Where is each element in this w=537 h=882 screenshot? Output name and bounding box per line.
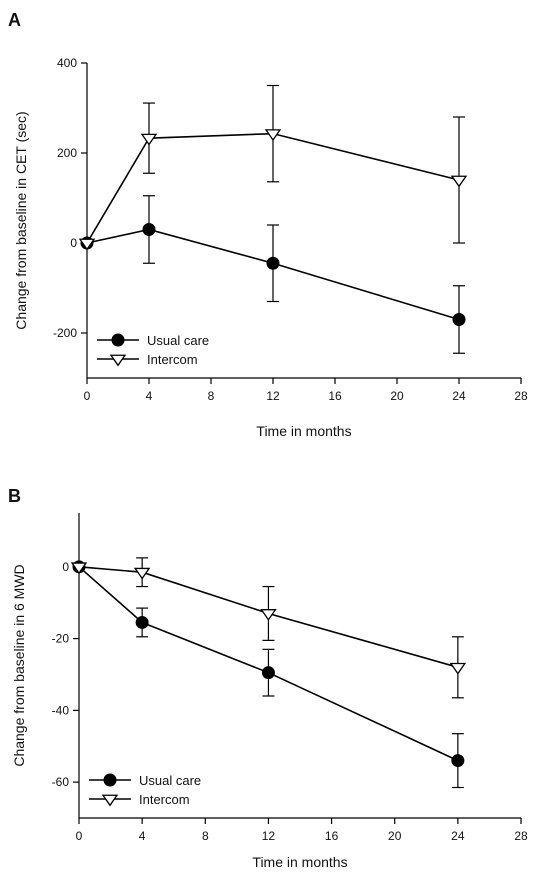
panel-b-usual-care-point bbox=[135, 615, 149, 629]
panel-a-usual-care-line bbox=[86, 228, 460, 321]
panel-a-x-tick-label: 0 bbox=[84, 389, 91, 403]
panel-b-intercom-point bbox=[133, 567, 151, 580]
panel-b-x-tick-label: 20 bbox=[388, 829, 402, 843]
panel-b-y-tick-label: -40 bbox=[52, 703, 70, 717]
panel-b-y-tick-label: -60 bbox=[52, 775, 70, 789]
panel-b-intercom-point bbox=[449, 662, 467, 675]
panel-b-y-axis-title: Change from baseline in 6 MWD bbox=[11, 564, 27, 766]
panel-a-x-tick-label: 20 bbox=[390, 389, 404, 403]
panel-a-legend-intercom-label: Intercom bbox=[147, 352, 198, 367]
panel-b-y-tick-label: 0 bbox=[62, 560, 69, 574]
panel-a-x-tick-label: 28 bbox=[514, 389, 528, 403]
panel-a-x-tick-label: 16 bbox=[328, 389, 342, 403]
panel-a-y-tick-label: 400 bbox=[57, 56, 77, 70]
panel-b-legend-usual-care-label: Usual care bbox=[139, 773, 201, 788]
panel-b-legend-intercom-label: Intercom bbox=[139, 792, 190, 807]
panel-a-intercom-point bbox=[450, 175, 468, 188]
panel-a-legend-intercom-marker bbox=[109, 354, 127, 367]
panel-a-x-axis-title: Time in months bbox=[256, 423, 351, 439]
panel-b-legend-intercom-marker bbox=[101, 794, 119, 807]
panel-b-usual-care-point bbox=[451, 754, 465, 768]
panel-a-y-axis-title: Change from baseline in CET (sec) bbox=[13, 111, 29, 329]
panel-b-label: B bbox=[8, 486, 21, 506]
panel-b-x-tick-label: 8 bbox=[202, 829, 209, 843]
panel-a-x-tick-label: 12 bbox=[266, 389, 280, 403]
panel-b-intercom-point bbox=[70, 562, 88, 575]
panel-a-intercom-point bbox=[264, 129, 282, 142]
panel-a-intercom-point bbox=[140, 133, 158, 146]
panel-b-x-tick-label: 4 bbox=[139, 829, 146, 843]
panel-b-x-tick-label: 0 bbox=[76, 829, 83, 843]
panel-b-intercom-point bbox=[260, 609, 277, 621]
panel-b-x-tick-label: 12 bbox=[262, 829, 276, 843]
panel-a-x-tick-label: 4 bbox=[146, 389, 153, 403]
panel-b-x-tick-label: 24 bbox=[451, 829, 465, 843]
panel-a-intercom-line bbox=[86, 132, 460, 244]
panel-a-legend-usual-care-label: Usual care bbox=[147, 333, 209, 348]
panel-a-usual-care-point bbox=[142, 223, 156, 236]
panel-a-usual-care-point bbox=[266, 256, 280, 270]
panel-a-x-tick-label: 24 bbox=[452, 389, 466, 403]
panel-a-legend-usual-care-marker bbox=[111, 333, 125, 347]
panel-b-intercom-line bbox=[78, 566, 459, 669]
panel-a-x-tick-label: 8 bbox=[208, 389, 215, 403]
panel-b-legend-usual-care-marker bbox=[103, 773, 117, 787]
panel-b-usual-care-line bbox=[78, 566, 459, 762]
panel-a: 0 4 8 12 16 20 24 28 -200 0 200 400 Time in months Ch… bbox=[13, 56, 528, 439]
panel-b: 0 4 8 12 16 20 24 28 -60 -40 -20 0 Time in months Cha… bbox=[11, 513, 528, 870]
panel-a-y-tick-label: 0 bbox=[70, 236, 77, 250]
panel-a-label: A bbox=[8, 10, 21, 30]
panel-b-y-tick-label: -20 bbox=[52, 632, 70, 646]
panel-b-usual-care-point bbox=[261, 666, 275, 680]
panel-a-y-tick-label: -200 bbox=[53, 326, 77, 340]
panel-b-x-tick-label: 28 bbox=[514, 829, 528, 843]
panel-a-intercom-point bbox=[78, 238, 96, 251]
panel-a-y-tick-label: 200 bbox=[57, 146, 77, 160]
panel-b-x-tick-label: 16 bbox=[325, 829, 339, 843]
panel-a-usual-care-point bbox=[452, 313, 466, 326]
panel-b-x-axis-title: Time in months bbox=[252, 854, 347, 870]
